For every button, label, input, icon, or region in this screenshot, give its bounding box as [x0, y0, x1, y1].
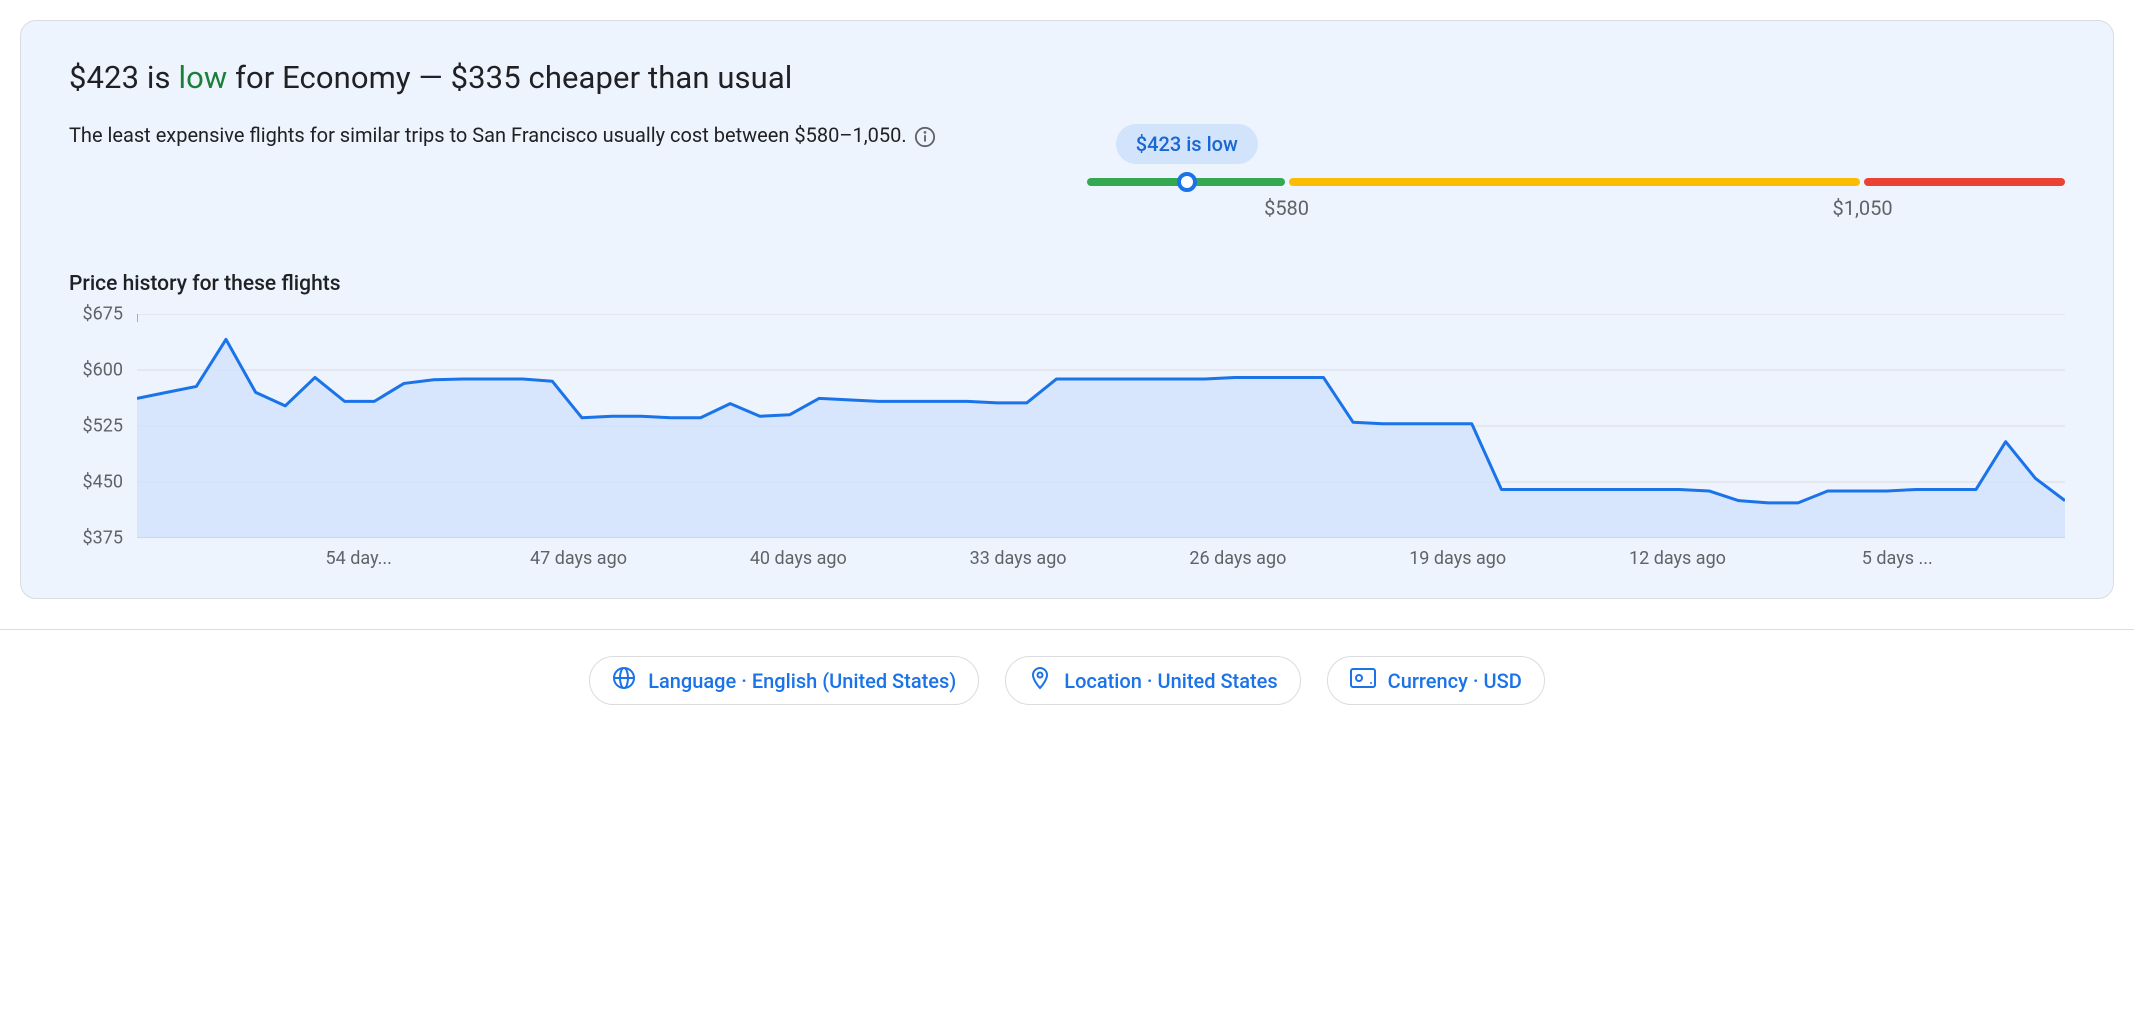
chart-y-axis: $675$600$525$450$375	[69, 314, 137, 538]
price-insight-card: $423 is low for Economy — $335 cheaper t…	[20, 20, 2114, 599]
description-line2-prefix: usually cost between	[603, 123, 790, 147]
gauge-seg-mid	[1289, 178, 1860, 186]
y-tick-label: $675	[83, 304, 123, 325]
x-tick-label: 40 days ago	[750, 548, 847, 569]
x-tick-label: 33 days ago	[970, 548, 1067, 569]
x-tick-label: 47 days ago	[530, 548, 627, 569]
info-icon[interactable]	[914, 126, 936, 148]
gauge-knob	[1177, 172, 1197, 192]
headline-cheaper-amount: $335	[451, 59, 521, 96]
gauge-labels: $580 $1,050	[1087, 196, 2065, 226]
location-chip[interactable]: Location · United States	[1005, 656, 1300, 705]
x-tick-label: 5 days ...	[1862, 548, 1933, 569]
x-tick-label: 54 day...	[326, 548, 392, 569]
x-tick-label: 12 days ago	[1629, 548, 1726, 569]
chip-sep: ·	[741, 669, 747, 693]
headline-is: is	[147, 59, 171, 96]
price-gauge: $423 is low $580 $1,050	[1087, 120, 2065, 226]
language-label: Language	[648, 669, 736, 693]
history-title: Price history for these flights	[69, 272, 2065, 296]
currency-label: Currency	[1388, 669, 1468, 693]
headline-for-class: for Economy	[235, 59, 411, 96]
gauge-bar	[1087, 178, 2065, 186]
gauge-seg-high	[1864, 178, 2065, 186]
headline-price: $423	[69, 59, 139, 96]
x-tick-label: 26 days ago	[1189, 548, 1286, 569]
chip-sep: ·	[1473, 669, 1479, 693]
headline-low-word: low	[178, 59, 227, 96]
y-tick-label: $600	[83, 360, 123, 381]
gauge-low-threshold-label: $580	[1264, 196, 1309, 220]
language-value: English (United States)	[752, 669, 956, 693]
chip-sep: ·	[1147, 669, 1153, 693]
y-tick-label: $450	[83, 472, 123, 493]
currency-chip[interactable]: Currency · USD	[1327, 656, 1545, 705]
gauge-badge: $423 is low	[1116, 124, 1258, 164]
location-icon	[1028, 666, 1052, 695]
chart-area[interactable]: 54 day... 47 days ago 40 days ago 33 days a…	[137, 314, 2065, 578]
headline-cheaper-suffix: cheaper than usual	[529, 59, 793, 96]
headline-dash: —	[419, 59, 443, 96]
globe-icon	[612, 666, 636, 695]
x-tick-label: 19 days ago	[1409, 548, 1506, 569]
gauge-high-threshold-label: $1,050	[1832, 196, 1892, 220]
description-range: $580–1,050.	[794, 123, 906, 147]
y-tick-label: $525	[83, 416, 123, 437]
currency-value: USD	[1484, 669, 1522, 693]
price-history-chart: $675$600$525$450$375 54 day...47 days ag…	[69, 314, 2065, 578]
location-value: United States	[1158, 669, 1278, 693]
currency-icon	[1350, 668, 1376, 693]
footer: Language · English (United States) Locat…	[0, 629, 2134, 731]
language-chip[interactable]: Language · English (United States)	[589, 656, 979, 705]
headline: $423 is low for Economy — $335 cheaper t…	[69, 59, 2065, 96]
y-tick-label: $375	[83, 528, 123, 549]
location-label: Location	[1064, 669, 1142, 693]
description: The least expensive flights for similar …	[69, 120, 1027, 151]
description-line1: The least expensive flights for similar …	[69, 123, 598, 147]
